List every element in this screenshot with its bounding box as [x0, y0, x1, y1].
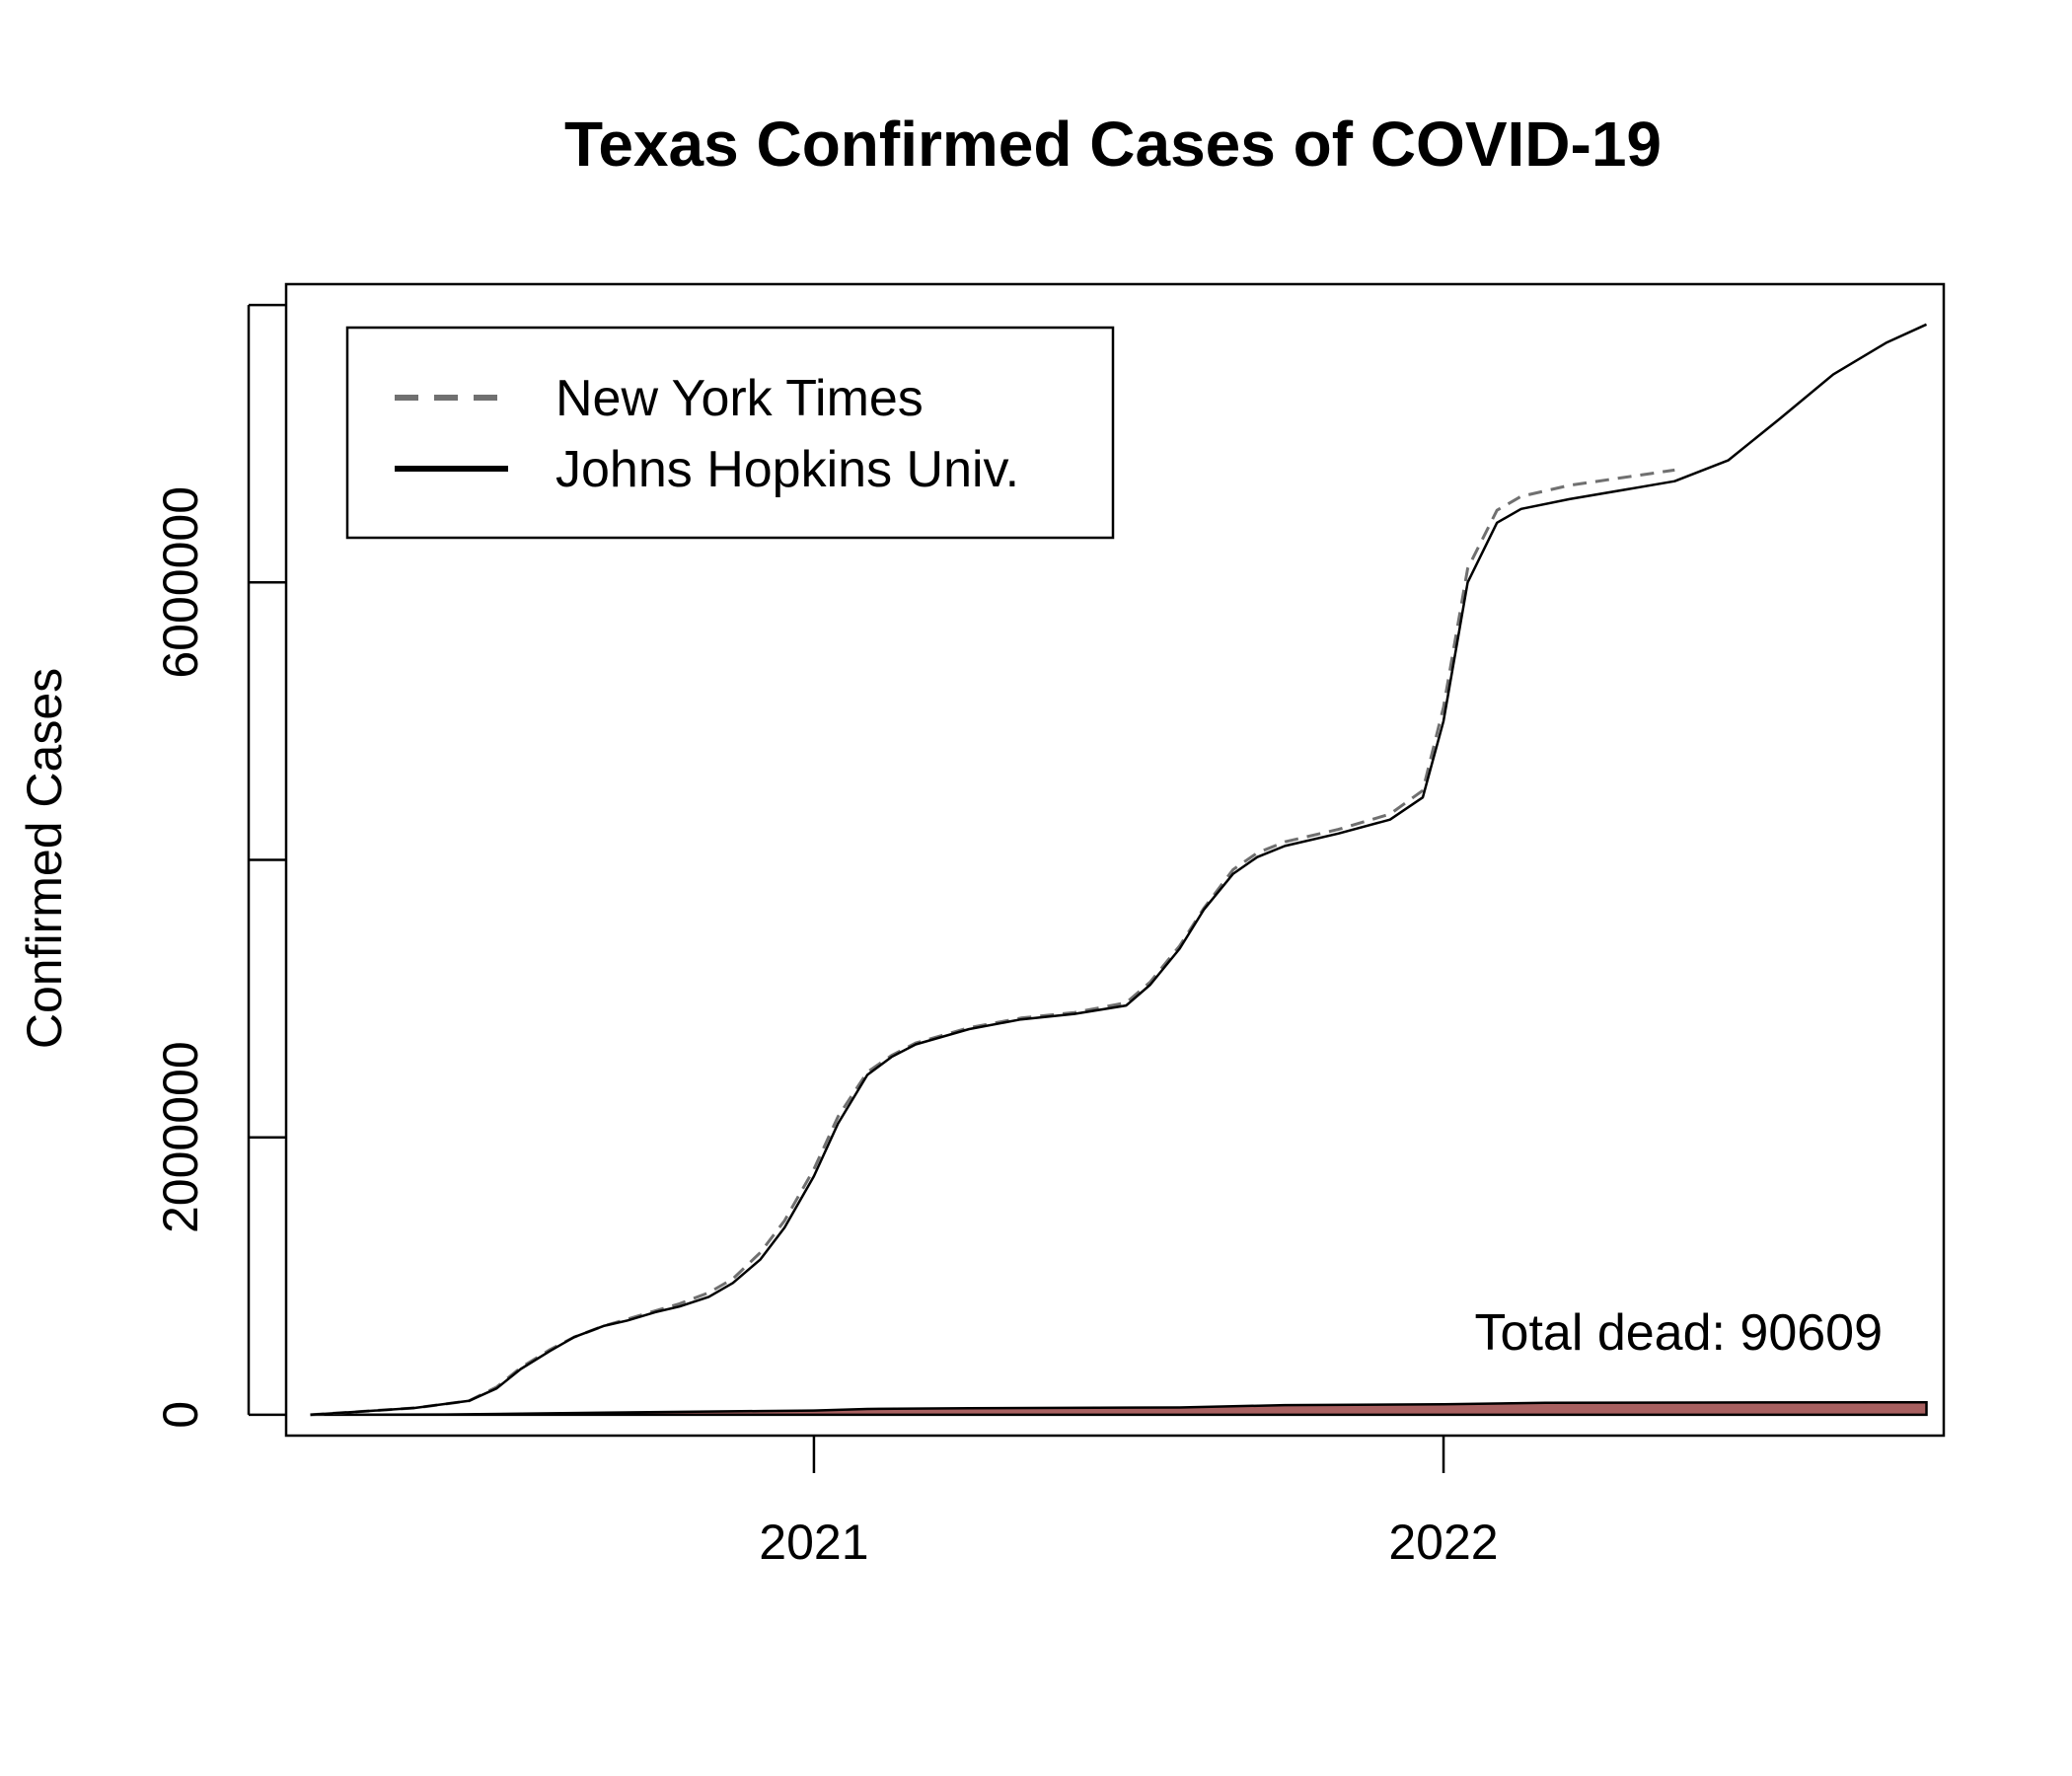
- legend: New York Times Johns Hopkins Univ.: [345, 326, 1115, 540]
- legend-label-nyt: New York Times: [555, 370, 924, 427]
- series-line-nyt: [310, 468, 1675, 1417]
- legend-label-jhu: Johns Hopkins Univ.: [555, 441, 1019, 498]
- y-tick-label: 2000000: [153, 1041, 208, 1233]
- x-tick-label: 2022: [1388, 1515, 1498, 1570]
- deaths-area: [310, 1400, 1928, 1417]
- y-axis: 0 2000000 6000000: [153, 303, 286, 1429]
- deaths-layer: [310, 1400, 1928, 1417]
- y-tick-label: 0: [153, 1401, 208, 1429]
- x-tick-label: 2021: [759, 1515, 868, 1570]
- chart-title: Texas Confirmed Cases of COVID-19: [564, 109, 1662, 180]
- x-axis: 2021 2022: [759, 1436, 1499, 1570]
- legend-box: [345, 326, 1115, 540]
- series-layer: [310, 323, 1928, 1417]
- y-axis-label: Confirmed Cases: [17, 668, 72, 1049]
- y-tick-label: 6000000: [153, 486, 208, 679]
- deaths-annotation: Total dead: 90609: [1475, 1304, 1883, 1362]
- series-line-jhu: [310, 323, 1928, 1417]
